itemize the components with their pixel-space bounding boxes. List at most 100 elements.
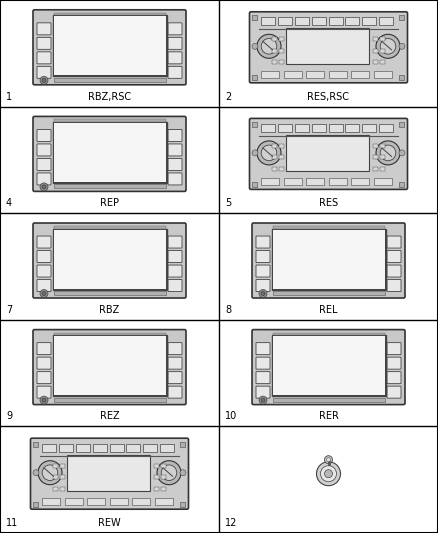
Bar bbox=[53, 464, 58, 468]
Circle shape bbox=[252, 43, 258, 49]
Bar bbox=[272, 156, 277, 159]
Bar bbox=[286, 135, 369, 171]
Bar bbox=[399, 75, 404, 80]
Bar bbox=[380, 167, 385, 171]
Circle shape bbox=[399, 43, 405, 49]
Circle shape bbox=[399, 150, 405, 156]
Text: REW: REW bbox=[98, 518, 121, 528]
Bar bbox=[362, 124, 376, 132]
Circle shape bbox=[40, 76, 48, 84]
Circle shape bbox=[325, 470, 332, 478]
Bar bbox=[328, 71, 346, 78]
Text: REP: REP bbox=[100, 198, 119, 208]
Circle shape bbox=[326, 458, 331, 462]
Circle shape bbox=[40, 289, 48, 297]
Bar bbox=[76, 443, 90, 451]
Bar bbox=[110, 498, 127, 505]
Bar bbox=[53, 291, 166, 295]
Bar bbox=[373, 49, 378, 53]
Bar bbox=[346, 124, 359, 132]
Bar bbox=[399, 182, 404, 187]
Bar bbox=[155, 498, 173, 505]
Bar bbox=[311, 17, 325, 25]
FancyBboxPatch shape bbox=[256, 236, 270, 248]
Circle shape bbox=[261, 38, 277, 54]
FancyBboxPatch shape bbox=[37, 23, 51, 35]
Bar bbox=[272, 226, 385, 229]
Bar bbox=[60, 475, 65, 479]
Bar bbox=[53, 15, 166, 76]
Bar bbox=[373, 60, 378, 64]
FancyBboxPatch shape bbox=[168, 357, 182, 369]
Text: 1: 1 bbox=[6, 92, 12, 102]
FancyBboxPatch shape bbox=[250, 12, 407, 83]
Bar bbox=[380, 156, 385, 159]
Circle shape bbox=[380, 145, 396, 161]
Circle shape bbox=[42, 185, 46, 189]
FancyBboxPatch shape bbox=[37, 130, 51, 141]
FancyBboxPatch shape bbox=[33, 223, 186, 298]
Bar bbox=[283, 178, 301, 185]
Bar bbox=[295, 124, 309, 132]
Text: REZ: REZ bbox=[100, 411, 119, 422]
Bar bbox=[311, 124, 325, 132]
FancyBboxPatch shape bbox=[168, 343, 182, 354]
Bar bbox=[272, 60, 277, 64]
Bar bbox=[53, 229, 166, 289]
Bar bbox=[252, 182, 257, 187]
Bar bbox=[132, 498, 150, 505]
Circle shape bbox=[257, 141, 281, 165]
FancyBboxPatch shape bbox=[168, 279, 182, 292]
FancyBboxPatch shape bbox=[37, 158, 51, 171]
Text: 11: 11 bbox=[6, 518, 18, 528]
Circle shape bbox=[325, 456, 332, 464]
FancyBboxPatch shape bbox=[37, 372, 51, 384]
FancyBboxPatch shape bbox=[387, 236, 401, 248]
Circle shape bbox=[259, 289, 267, 297]
Bar bbox=[328, 17, 343, 25]
Bar bbox=[272, 49, 277, 53]
Text: 2: 2 bbox=[225, 92, 231, 102]
Bar bbox=[283, 71, 301, 78]
Bar bbox=[279, 49, 284, 53]
Bar bbox=[272, 335, 385, 396]
Text: 7: 7 bbox=[6, 305, 12, 315]
Bar bbox=[272, 37, 277, 42]
Bar bbox=[53, 487, 58, 491]
Circle shape bbox=[40, 183, 48, 191]
Bar bbox=[60, 464, 65, 468]
Bar bbox=[379, 124, 393, 132]
FancyBboxPatch shape bbox=[168, 144, 182, 156]
FancyBboxPatch shape bbox=[168, 173, 182, 185]
Circle shape bbox=[376, 141, 400, 165]
Bar bbox=[279, 167, 284, 171]
Bar bbox=[42, 443, 56, 451]
Bar bbox=[278, 124, 292, 132]
Bar bbox=[53, 13, 166, 15]
Text: REL: REL bbox=[319, 305, 338, 315]
Text: RES,RSC: RES,RSC bbox=[307, 92, 350, 102]
Bar bbox=[92, 443, 106, 451]
Circle shape bbox=[259, 396, 267, 404]
FancyBboxPatch shape bbox=[37, 37, 51, 50]
Text: 10: 10 bbox=[225, 411, 237, 422]
Bar bbox=[59, 443, 73, 451]
Bar bbox=[154, 487, 159, 491]
FancyBboxPatch shape bbox=[387, 357, 401, 369]
Bar bbox=[53, 78, 166, 82]
Bar bbox=[143, 443, 157, 451]
FancyBboxPatch shape bbox=[250, 118, 407, 189]
Circle shape bbox=[33, 470, 39, 475]
FancyBboxPatch shape bbox=[37, 251, 51, 263]
Bar bbox=[373, 156, 378, 159]
Bar bbox=[279, 37, 284, 42]
Bar bbox=[53, 398, 166, 401]
Bar bbox=[154, 475, 159, 479]
Circle shape bbox=[317, 462, 340, 486]
Text: 4: 4 bbox=[6, 198, 12, 208]
Bar bbox=[272, 230, 385, 288]
Bar bbox=[53, 122, 166, 183]
FancyBboxPatch shape bbox=[387, 386, 401, 398]
Bar bbox=[261, 178, 279, 185]
Bar bbox=[252, 122, 257, 127]
